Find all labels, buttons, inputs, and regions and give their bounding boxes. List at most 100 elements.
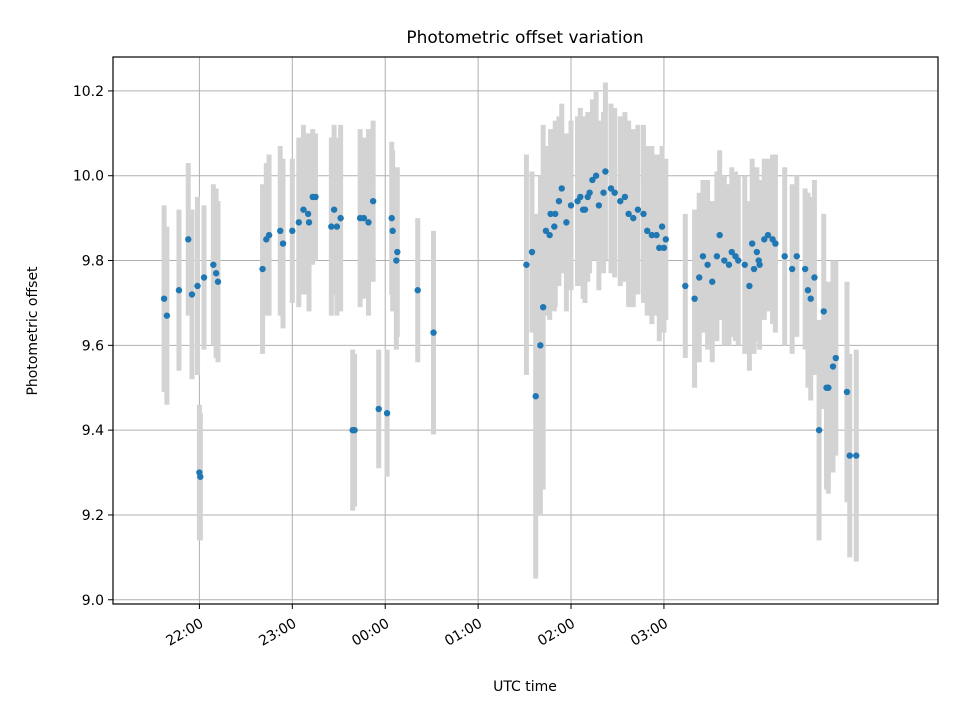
data-point: [728, 248, 735, 256]
data-point: [365, 219, 372, 226]
y-tick-label: 10.2: [73, 84, 104, 100]
plot-area: [112, 56, 939, 605]
data-point: [589, 176, 596, 184]
data-point: [277, 227, 284, 235]
data-point: [853, 452, 860, 459]
data-point: [259, 265, 266, 273]
data-point: [832, 354, 840, 362]
data-point: [194, 282, 201, 290]
data-point: [662, 236, 669, 243]
data-point: [383, 409, 391, 417]
data-point: [210, 261, 217, 268]
data-point: [214, 278, 222, 285]
data-point: [330, 206, 338, 213]
data-point: [595, 202, 603, 209]
data-point: [600, 189, 607, 196]
data-point: [586, 189, 593, 196]
data-point: [558, 185, 565, 192]
data-point: [748, 240, 756, 247]
y-tick-label: 9.6: [82, 338, 104, 354]
data-point: [567, 202, 575, 209]
data-point: [607, 185, 615, 192]
data-point: [807, 295, 814, 302]
data-point: [653, 231, 660, 239]
x-axis-title: UTC time: [493, 679, 557, 695]
y-tick-label: 9.8: [82, 254, 104, 270]
data-point: [696, 274, 703, 281]
data-point: [200, 274, 208, 281]
data-point: [843, 388, 851, 396]
y-axis-ticks: 9.0 9.2 9.4 9.6 9.8 10.0 10.2: [73, 84, 113, 609]
data-point: [188, 291, 196, 298]
data-point: [375, 405, 382, 413]
data-point: [602, 168, 609, 175]
data-point: [713, 253, 721, 260]
data-point: [552, 210, 559, 218]
data-point: [815, 426, 823, 434]
data-point: [351, 426, 358, 434]
data-point: [333, 223, 341, 230]
data-point: [212, 270, 220, 277]
data-point: [542, 227, 550, 235]
data-point: [414, 287, 421, 294]
data-point: [551, 223, 558, 230]
data-point: [781, 253, 788, 260]
data-point: [640, 210, 647, 218]
data-point: [660, 244, 668, 252]
data-point: [820, 308, 827, 315]
data-point: [300, 206, 307, 213]
data-point: [393, 257, 400, 264]
data-point: [825, 384, 832, 391]
data-point: [788, 265, 796, 273]
data-point: [741, 261, 748, 268]
data-point: [617, 197, 624, 205]
data-point: [312, 193, 319, 201]
y-tick-label: 10.0: [73, 169, 104, 185]
data-point: [753, 248, 761, 256]
y-tick-label: 9.0: [82, 593, 104, 609]
data-point: [801, 265, 809, 273]
data-point: [829, 363, 837, 370]
data-point: [389, 227, 396, 235]
data-point: [528, 248, 536, 256]
data-point: [563, 219, 570, 226]
data-point: [547, 210, 554, 218]
data-point: [764, 231, 772, 239]
data-point: [611, 189, 618, 196]
data-point: [648, 231, 656, 239]
data-point: [761, 236, 768, 243]
data-point: [756, 261, 763, 268]
y-axis-title: Photometric offset: [25, 266, 41, 396]
data-point: [644, 227, 651, 235]
data-point: [537, 342, 544, 349]
data-point: [305, 219, 313, 226]
data-point: [532, 393, 539, 400]
data-point: [546, 231, 553, 239]
data-point: [388, 214, 395, 222]
data-point: [682, 282, 689, 290]
data-point: [656, 244, 663, 252]
data-point: [304, 210, 312, 218]
data-point: [621, 193, 629, 201]
y-tick-label: 9.2: [82, 508, 104, 524]
data-point: [592, 172, 600, 179]
data-point: [846, 452, 853, 459]
data-point: [175, 287, 183, 294]
plot-frame: [112, 56, 939, 605]
data-point: [539, 303, 547, 311]
data-point: [360, 214, 368, 222]
data-point: [185, 236, 192, 243]
data-point: [328, 223, 335, 230]
data-point: [163, 312, 171, 319]
data-point: [634, 206, 642, 213]
data-point: [704, 261, 711, 268]
data-point: [430, 329, 437, 336]
data-point: [523, 261, 530, 268]
data-point: [625, 210, 632, 218]
data-point: [721, 257, 728, 264]
data-point: [746, 282, 753, 290]
data-point: [709, 278, 716, 285]
data-point: [581, 206, 589, 213]
data-point: [160, 295, 168, 302]
